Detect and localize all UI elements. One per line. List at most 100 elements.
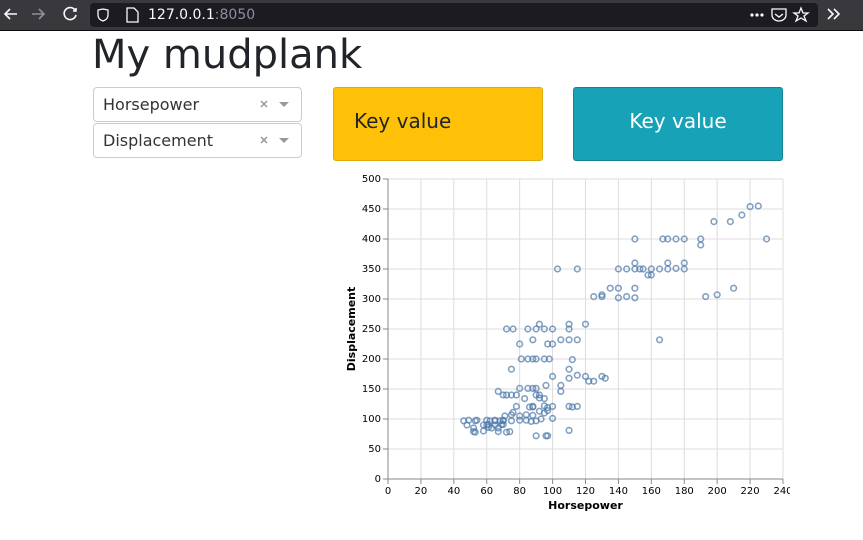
- point: [516, 416, 524, 424]
- point: [540, 395, 548, 403]
- point: [655, 265, 664, 273]
- point: [532, 325, 540, 333]
- point: [548, 414, 557, 422]
- point: [565, 365, 573, 373]
- point: [494, 387, 502, 395]
- dropdown-y[interactable]: Displacement: [93, 123, 302, 158]
- y-tick-label: 350: [362, 264, 381, 275]
- point: [730, 284, 738, 292]
- point: [499, 391, 507, 399]
- url-icons: [97, 7, 139, 23]
- dropdown-x[interactable]: Horsepower: [93, 87, 302, 122]
- y-tick-label: 200: [362, 354, 381, 365]
- point: [557, 381, 565, 389]
- y-tick-label: 450: [362, 204, 381, 215]
- point: [581, 320, 590, 328]
- point: [473, 416, 481, 424]
- point: [664, 259, 672, 267]
- key-card: Key value: [573, 87, 783, 161]
- point: [494, 428, 502, 436]
- point: [606, 284, 614, 292]
- point: [573, 371, 581, 379]
- point: [548, 340, 557, 348]
- page-title: My mudplank: [92, 32, 363, 78]
- x-tick-label: 180: [675, 486, 694, 497]
- y-tick-label: 250: [362, 324, 381, 335]
- point: [590, 292, 598, 301]
- point: [521, 395, 529, 403]
- point: [644, 271, 652, 279]
- point: [590, 377, 598, 385]
- point: [573, 265, 581, 273]
- point: [529, 402, 537, 410]
- x-tick-label: 140: [609, 486, 628, 497]
- point: [532, 432, 540, 440]
- x-tick-label: 60: [480, 486, 493, 497]
- dropdown-value: Horsepower: [103, 95, 200, 114]
- point: [713, 291, 721, 299]
- x-axis-title: Horsepower: [548, 499, 623, 512]
- point: [501, 412, 509, 420]
- url-actions[interactable]: [744, 3, 814, 27]
- dropdown-controls[interactable]: [253, 124, 301, 157]
- point: [542, 381, 550, 389]
- url-bar[interactable]: 127.0.0.1:8050: [90, 3, 818, 27]
- point: [527, 417, 535, 425]
- point: [488, 424, 496, 432]
- scatter-chart: 0 50 100 150 200 250 300 350 400 450 500 0 20 40 60 80 1…: [345, 174, 790, 512]
- nav-buttons[interactable]: [0, 0, 90, 30]
- x-tick-label: 120: [576, 486, 595, 497]
- point: [631, 235, 639, 243]
- point: [506, 428, 514, 436]
- point: [601, 374, 609, 382]
- x-tick-label: 160: [642, 486, 661, 497]
- point: [532, 384, 540, 392]
- point: [540, 325, 548, 333]
- point: [598, 291, 606, 299]
- point: [655, 336, 664, 344]
- point: [507, 365, 516, 373]
- point: [639, 265, 647, 273]
- point: [573, 336, 581, 344]
- point: [680, 259, 688, 267]
- y-tick-label: 50: [368, 444, 381, 455]
- dropdown-controls[interactable]: [253, 88, 301, 121]
- url-host: 127.0.0.1:8050: [148, 3, 255, 27]
- point: [631, 284, 639, 292]
- point: [573, 402, 581, 410]
- point: [465, 416, 473, 424]
- x-tick-label: 0: [385, 486, 391, 497]
- point: [529, 355, 537, 363]
- x-tick-label: 220: [741, 486, 760, 497]
- point: [565, 325, 573, 333]
- point: [548, 372, 557, 380]
- point: [726, 217, 734, 226]
- point: [672, 264, 680, 272]
- point: [502, 428, 511, 436]
- x-tick-label: 100: [543, 486, 562, 497]
- point: [529, 336, 537, 344]
- point: [672, 235, 680, 243]
- point: [762, 235, 771, 243]
- x-tick-label: 240: [773, 486, 790, 497]
- overflow-menu[interactable]: [822, 0, 852, 30]
- x-tick-label: 80: [513, 486, 526, 497]
- point: [529, 384, 537, 392]
- card-text: Key value: [354, 109, 452, 133]
- dropdown-value: Displacement: [103, 131, 213, 150]
- y-axis-title: Displacement: [345, 287, 358, 372]
- point: [614, 265, 623, 273]
- y-tick-label: 0: [375, 474, 381, 485]
- point: [532, 355, 540, 363]
- point: [509, 408, 517, 416]
- point: [623, 292, 631, 301]
- point: [516, 384, 524, 392]
- point: [516, 412, 524, 420]
- y-tick-label: 150: [362, 384, 381, 395]
- url-host-text: 127.0.0.1: [148, 7, 215, 23]
- point: [738, 211, 746, 219]
- card-text: Key value: [629, 109, 727, 133]
- point: [544, 432, 552, 440]
- point: [553, 265, 562, 273]
